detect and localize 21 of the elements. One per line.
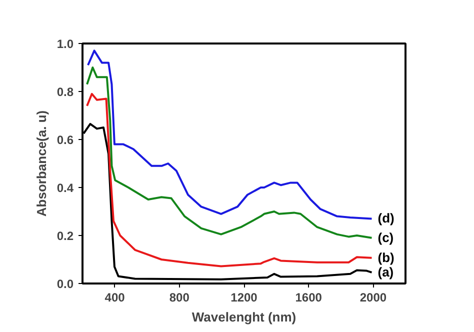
y-axis-title: Absorbance(a. u) xyxy=(34,110,49,217)
y-tick-label: 0.4 xyxy=(56,181,74,195)
x-axis-title: Wavelenght (nm) xyxy=(192,310,296,324)
x-tick-label: 2000 xyxy=(360,290,387,304)
line-series xyxy=(82,122,373,280)
y-tick-label: 0.6 xyxy=(56,133,74,147)
x-tick-label: 1200 xyxy=(230,290,258,304)
y-tick-label: 0.2 xyxy=(56,229,74,243)
y-tick-label: 1.0 xyxy=(56,37,74,51)
series-label: (c) xyxy=(378,230,394,245)
x-tick-label: 1600 xyxy=(295,290,322,304)
x-tick-label: 400 xyxy=(104,290,126,304)
y-tick-label: 0.8 xyxy=(56,85,74,99)
series-label: (d) xyxy=(378,210,394,226)
series-label: (a) xyxy=(378,264,394,280)
series-label: (b) xyxy=(378,250,394,265)
line-series xyxy=(86,50,373,220)
x-tick-label: 800 xyxy=(169,290,190,304)
line-series xyxy=(86,92,373,268)
line-series xyxy=(86,66,373,239)
y-tick-label: 0.0 xyxy=(56,277,74,291)
